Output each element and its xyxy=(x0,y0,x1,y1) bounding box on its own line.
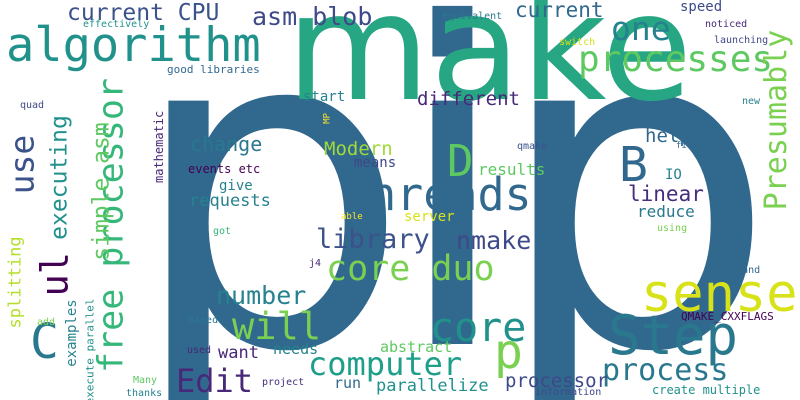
word-core: core xyxy=(430,305,527,351)
word-library: library xyxy=(316,224,430,255)
word-reduce: reduce xyxy=(637,202,695,221)
word-number: number xyxy=(216,281,307,310)
word-requests: requests xyxy=(189,191,271,211)
word-launching: launching xyxy=(714,35,769,46)
word-parallelize: parallelize xyxy=(376,376,489,396)
word-switch: switch xyxy=(559,37,596,48)
word-current: current xyxy=(515,0,604,22)
word-abstract: abstract xyxy=(380,338,453,356)
word-used: used xyxy=(187,345,212,356)
word-change: change xyxy=(190,132,263,156)
word-quad: quad xyxy=(20,100,45,111)
word-file: file xyxy=(676,141,698,151)
word-thanks: thanks xyxy=(126,388,163,399)
word-io: IO xyxy=(665,167,682,183)
word-execute-parallel: execute parallel xyxy=(83,298,97,400)
word-different: different xyxy=(417,88,520,110)
word-pip: pip xyxy=(128,0,777,400)
word-mathematic: mathematic xyxy=(152,110,166,183)
word-got: got xyxy=(213,226,232,237)
word-splitting: splitting xyxy=(5,236,26,329)
word-want: want xyxy=(218,343,259,363)
word-processor: processor xyxy=(505,370,608,392)
word-computer: computer xyxy=(308,345,463,383)
word-server: server xyxy=(404,209,455,225)
word-edit: Edit xyxy=(176,362,254,400)
word-run: run xyxy=(334,374,362,392)
word-sense: sense xyxy=(641,264,798,324)
word-good-libraries: good libraries xyxy=(167,63,260,76)
word-p: p xyxy=(494,324,523,380)
word-equivalent: equivalent xyxy=(442,11,503,22)
word-effectively: effectively xyxy=(83,19,150,30)
word-ul: ul xyxy=(33,251,77,297)
word-examples: examples xyxy=(64,299,80,367)
word-noticed: noticed xyxy=(705,19,748,30)
word-threads: threads xyxy=(342,168,532,221)
word-speed: speed xyxy=(680,0,723,15)
word-asm-blob: asm blob xyxy=(252,2,373,31)
word-presumably: Presumably xyxy=(759,29,794,211)
word-algorithm: algorithm xyxy=(6,18,261,73)
word-many: Many xyxy=(133,375,158,386)
word-give: give xyxy=(219,178,253,194)
word-b: B xyxy=(619,137,648,193)
word-based: Based xyxy=(188,315,219,326)
word-qmake: qmake xyxy=(517,141,548,152)
word-executing: executing xyxy=(46,115,73,240)
word-will: will xyxy=(232,305,322,348)
word-qmake-cxxflags: QMAKE_CXXFLAGS xyxy=(681,310,774,323)
word-current-cpu: current CPU xyxy=(67,0,220,26)
word-process: process xyxy=(602,353,729,388)
word-means: means xyxy=(354,155,397,171)
word-new: new xyxy=(742,96,761,107)
word-use: use xyxy=(2,134,42,195)
word-project: project xyxy=(262,377,305,388)
word-information: information xyxy=(535,387,602,398)
word-needs: needs xyxy=(273,340,319,358)
word-processes: processes xyxy=(578,39,774,80)
word-start: start xyxy=(303,89,346,105)
word-help: help xyxy=(645,125,691,147)
word-make: make xyxy=(286,0,693,134)
word-simple-asm: simple asm xyxy=(88,122,115,261)
word-core-duo: core duo xyxy=(326,249,495,289)
word-step: Step xyxy=(608,304,739,367)
word-results: results xyxy=(478,160,546,179)
word-events-etc: events etc xyxy=(188,162,261,176)
word-c: C xyxy=(30,314,59,370)
word-modern: Modern xyxy=(324,138,393,160)
word-linear: linear xyxy=(628,182,704,206)
word-able: able xyxy=(341,212,363,222)
word-using: using xyxy=(657,223,688,234)
word-command: command xyxy=(718,265,761,276)
word-nmake: nmake xyxy=(456,226,532,255)
word-j4: j4 xyxy=(309,258,322,269)
word-mp: MP xyxy=(322,113,333,124)
word-create-multiple: create multiple xyxy=(652,383,761,397)
word-d: D xyxy=(447,136,474,187)
word-one: one xyxy=(611,9,671,48)
word-add: add xyxy=(37,317,56,328)
